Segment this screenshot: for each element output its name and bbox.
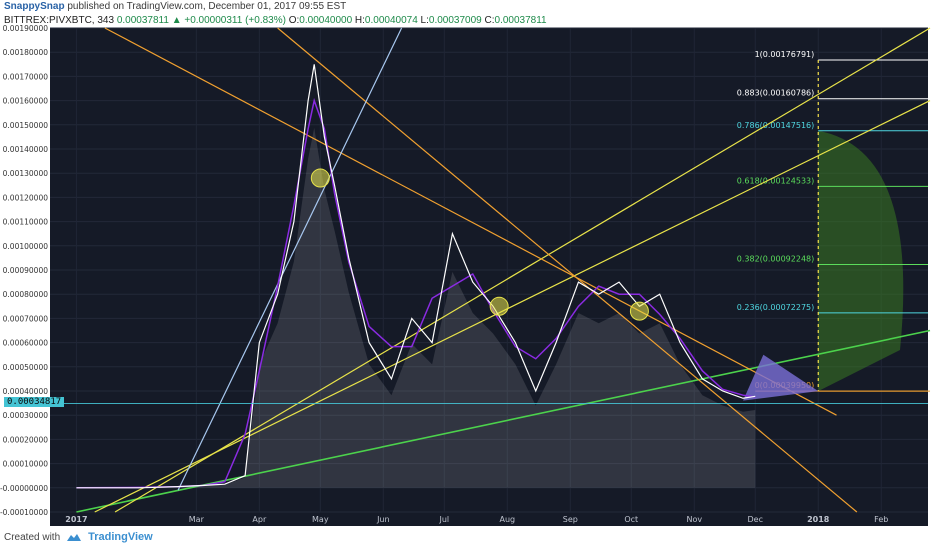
x-tick-label: May <box>312 515 329 524</box>
x-tick-label: Apr <box>252 515 267 524</box>
created-with-label: Created with <box>4 531 61 543</box>
x-tick-label: Oct <box>624 515 638 524</box>
y-tick-label: 0.00080000 <box>3 290 49 299</box>
x-tick-label: Jun <box>376 515 390 524</box>
volume-shade <box>76 127 756 488</box>
y-tick-label: 0.00050000 <box>3 363 49 372</box>
low-label: L: <box>420 15 429 26</box>
triangle-pattern <box>743 354 819 401</box>
y-tick-label: 0.00150000 <box>3 121 49 130</box>
y-tick-label: 0.00040000 <box>3 387 49 396</box>
y-tick-label: 0.00070000 <box>3 314 49 323</box>
fib-level-label: 0.236(0.00072275) <box>737 303 815 312</box>
publish-line: SnappySnap published on TradingView.com,… <box>4 1 346 12</box>
close-label: C: <box>484 15 495 26</box>
highlight-circle <box>629 301 649 321</box>
close-value: 0.00037811 <box>494 15 547 26</box>
fib-level-label: 1(0.00176791) <box>755 50 815 59</box>
x-axis-panel <box>50 512 928 526</box>
y-tick-label: 0.00090000 <box>3 266 49 275</box>
highlight-circle <box>489 296 509 316</box>
highlight-circle <box>310 168 330 188</box>
x-tick-label: Jul <box>438 515 449 524</box>
y-tick-label: 0.00110000 <box>3 218 49 227</box>
x-tick-label: Feb <box>874 515 888 524</box>
high-value: 0.00040074 <box>364 15 418 26</box>
y-tick-label: 0.00190000 <box>3 24 49 33</box>
price-change: ▲ +0.00000311 (+0.83%) <box>171 15 286 26</box>
y-tick-label: 0.00020000 <box>3 435 49 444</box>
author-name[interactable]: SnappySnap <box>4 1 65 12</box>
fib-level-label: 0.618(0.00124533) <box>737 176 815 185</box>
trendline-green <box>76 329 931 513</box>
y-tick-label: 0.00010000 <box>3 460 49 469</box>
trendline-blue <box>177 27 403 491</box>
fib-fan-area <box>818 130 904 392</box>
fib-level-label: 0.786(0.00147516) <box>737 121 815 130</box>
tradingview-brand[interactable]: TradingView <box>88 531 153 543</box>
y-tick-label: 0.00130000 <box>3 169 49 178</box>
symbol-label: BITTREX:PIVXBTC, 343 <box>4 15 115 26</box>
publish-text: published on TradingView.com, December 0… <box>67 1 347 12</box>
x-tick-label: 2018 <box>807 515 830 524</box>
high-label: H: <box>354 15 365 26</box>
moving-average-line <box>76 97 756 489</box>
last-price: 0.00037811 <box>116 15 169 26</box>
x-tick-label: Nov <box>686 515 702 524</box>
ohlc-line: BITTREX:PIVXBTC, 343 0.00037811 ▲ +0.000… <box>4 15 547 26</box>
fib-level-label: 0.883(0.00160786) <box>737 89 815 98</box>
y-tick-label: 0.00140000 <box>3 145 49 154</box>
trendline-yellow-2 <box>114 27 931 513</box>
current-price-tag: 0.00034817 <box>4 397 65 407</box>
x-tick-label: Mar <box>189 515 205 524</box>
open-label: O: <box>288 15 300 26</box>
y-tick-label: 0.00060000 <box>3 339 49 348</box>
footer: Created with TradingView <box>4 531 153 543</box>
x-tick-label: 2017 <box>65 515 87 524</box>
fib-level-label: 0.382(0.00092248) <box>737 255 815 264</box>
tradingview-logo-icon <box>67 534 82 541</box>
y-tick-label: 0.00030000 <box>3 411 49 420</box>
y-tick-label: -0.00000000 <box>0 484 48 493</box>
trendline-orange-1 <box>104 27 837 416</box>
x-tick-label: Sep <box>563 515 578 524</box>
y-tick-label: 0.00170000 <box>3 72 49 81</box>
y-axis-panel <box>0 28 50 512</box>
y-tick-label: -0.00010000 <box>0 508 48 517</box>
y-tick-label: 0.00120000 <box>3 193 49 202</box>
y-tick-label: 0.00100000 <box>3 242 49 251</box>
low-value: 0.00037009 <box>428 15 482 26</box>
price-line <box>76 64 756 489</box>
trendline-orange-2 <box>277 27 858 513</box>
y-tick-label: 0.00180000 <box>3 48 49 57</box>
trendline-yellow-1 <box>94 100 931 513</box>
x-tick-label: Dec <box>748 515 763 524</box>
y-tick-label: 0.00160000 <box>3 97 49 106</box>
x-tick-label: Aug <box>499 515 515 524</box>
open-value: 0.00040000 <box>299 15 353 26</box>
